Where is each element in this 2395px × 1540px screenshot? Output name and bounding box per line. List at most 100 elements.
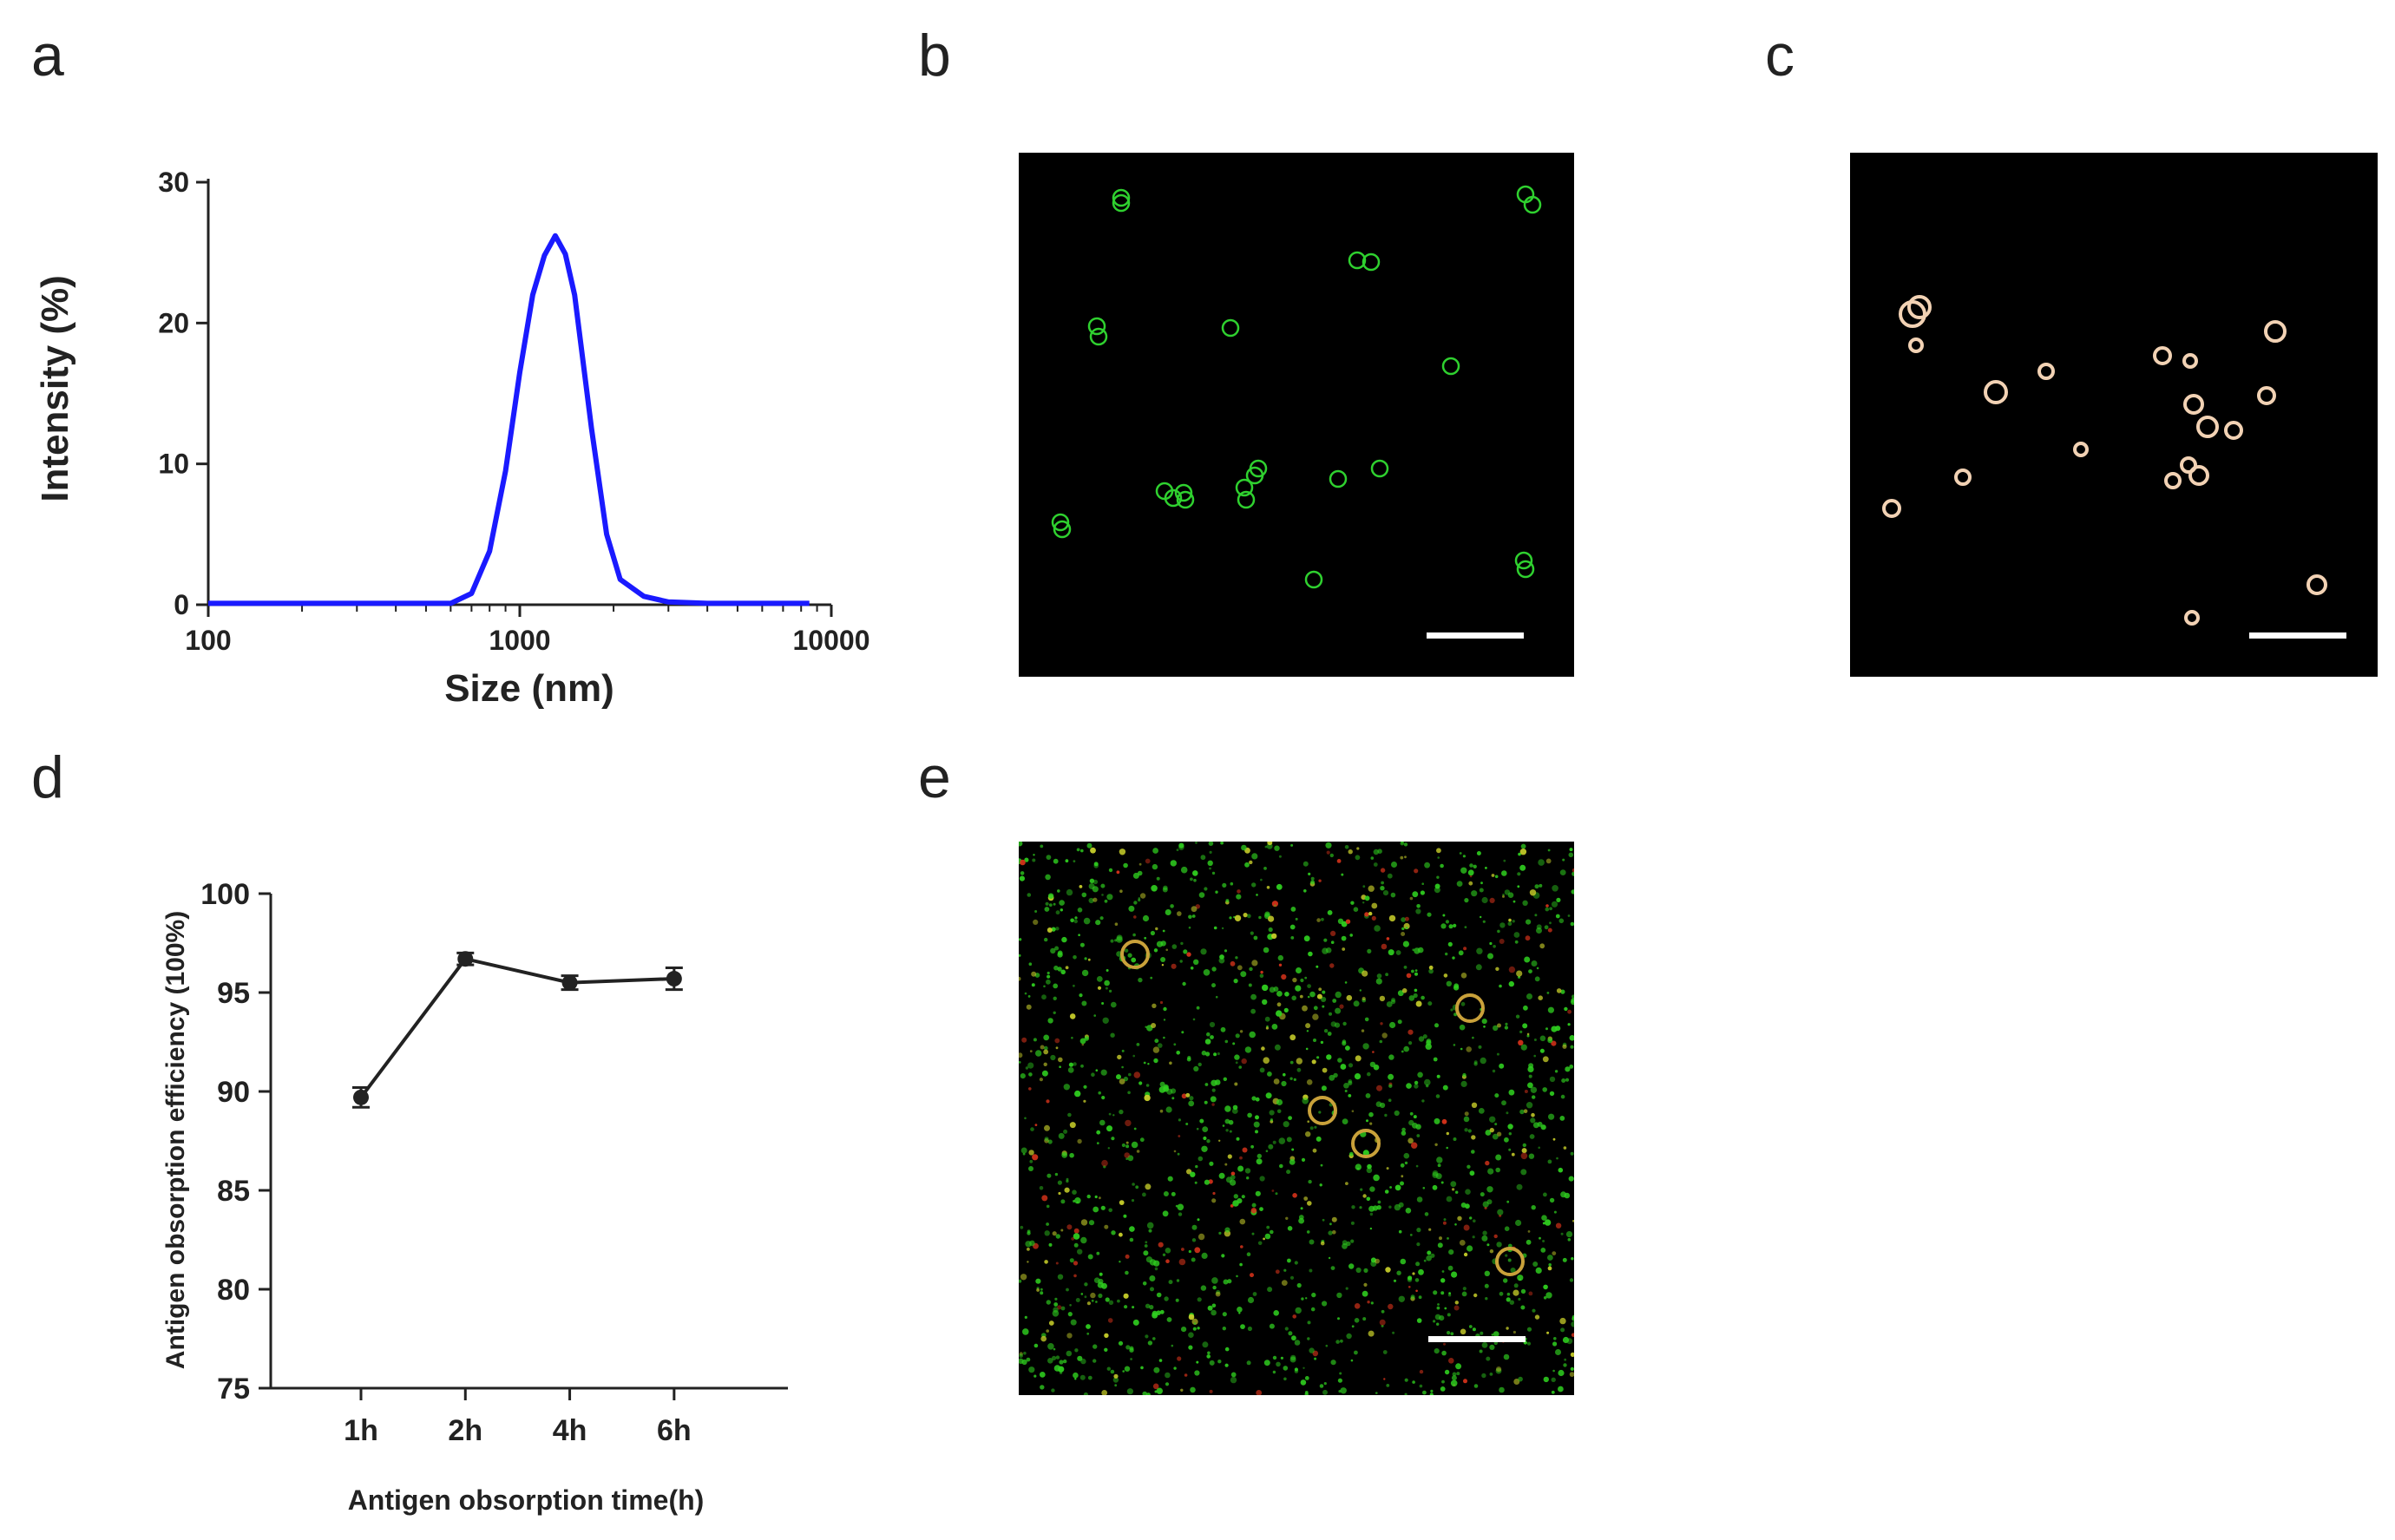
fluorescent-speck [1307,1201,1312,1206]
fluorescent-speck [1176,849,1179,851]
fluorescent-speck [1295,985,1302,992]
fluorescent-speck [1485,867,1487,869]
fluorescent-speck [1181,1248,1184,1251]
fluorescent-speck [1059,1065,1061,1068]
fluorescent-speck [1540,1124,1546,1130]
fluorescent-speck [1329,853,1334,858]
fluorescent-speck [1224,1105,1231,1112]
fluorescent-speck [1511,1152,1515,1157]
fluorescent-speck [1386,1384,1390,1387]
fluorescent-speck [1436,1322,1440,1326]
fluorescent-speck [1377,849,1382,854]
fluorescent-speck [1375,978,1382,985]
fluorescent-speck [1482,1201,1489,1208]
fluorescent-speck [1276,1361,1281,1367]
particle-ring [1908,337,1924,353]
fluorescent-speck [1388,949,1394,956]
fluorescent-speck [1028,1366,1035,1373]
fluorescent-speck [1545,858,1552,864]
particle-ring [1249,459,1268,478]
fluorescent-speck [1100,883,1106,888]
fluorescent-speck [1374,925,1381,932]
fluorescent-speck [1053,902,1056,906]
fluorescent-speck [1549,1091,1555,1097]
fluorescent-speck [1460,1001,1466,1006]
fluorescent-speck [1414,972,1418,976]
fluorescent-speck [1432,1184,1438,1190]
fluorescent-speck [1512,900,1516,903]
fluorescent-speck [1481,896,1488,904]
particle-ring [2073,442,2089,457]
fluorescent-speck [1423,1259,1427,1262]
fluorescent-speck [1281,973,1287,980]
fluorescent-speck [1489,1127,1494,1133]
fluorescent-speck [1033,1038,1037,1042]
fluorescent-speck [1351,1325,1355,1328]
fluorescent-speck [1053,996,1057,1000]
fluorescent-speck [1487,953,1493,960]
fluorescent-speck [1400,855,1404,860]
fluorescent-speck [1201,1252,1208,1259]
fluorescent-speck [1285,1216,1289,1220]
particle-ring [2224,421,2243,440]
fluorescent-speck [1442,1221,1447,1225]
fluorescent-speck [1162,929,1165,933]
fluorescent-speck [1100,1069,1107,1076]
fluorescent-speck [1536,927,1542,934]
fluorescent-speck [1145,1334,1149,1339]
fluorescent-speck [1542,1056,1549,1063]
fluorescent-speck [1507,892,1514,898]
fluorescent-speck [1495,1367,1502,1374]
fluorescent-speck [1224,1347,1230,1352]
fluorescent-speck [1426,1039,1432,1046]
fluorescent-speck [1499,922,1506,928]
fluorescent-speck [1330,1360,1336,1366]
fluorescent-speck [1063,1084,1070,1091]
fluorescent-speck [1020,859,1026,866]
fluorescent-speck [1422,1034,1427,1039]
fluorescent-speck [1560,1232,1564,1235]
fluorescent-speck [1211,1309,1217,1316]
fluorescent-speck [1446,980,1452,986]
fluorescent-speck [1529,889,1537,896]
fluorescent-speck [1276,1109,1282,1114]
fluorescent-speck [1555,914,1560,919]
fluorescent-speck [1569,1035,1574,1041]
fluorescent-speck [1476,851,1481,855]
fluorescent-speck [1150,976,1153,980]
fluorescent-speck [1240,1245,1243,1248]
fluorescent-speck [1124,1152,1130,1158]
fluorescent-speck [1050,947,1056,954]
fluorescent-speck [1313,1039,1316,1042]
fluorescent-speck [1251,1096,1257,1101]
fluorescent-speck [1309,1268,1313,1273]
fluorescent-speck [1289,924,1296,930]
fluorescent-speck [1385,1267,1391,1273]
fluorescent-speck [1486,1243,1490,1247]
fluorescent-speck [1151,885,1158,892]
fluorescent-speck [1539,1035,1546,1042]
fluorescent-speck [1505,1254,1508,1257]
fluorescent-speck [1027,1261,1029,1263]
fluorescent-speck [1412,891,1419,898]
fluorescent-speck [1040,1335,1047,1342]
fluorescent-speck [1355,1055,1362,1062]
fluorescent-speck [1165,948,1168,952]
fluorescent-speck [1416,1134,1421,1137]
fluorescent-speck [1163,1006,1167,1012]
fluorescent-speck [1434,1143,1438,1146]
fluorescent-speck [1381,943,1388,950]
fluorescent-speck [1366,1167,1373,1174]
fluorescent-speck [1224,949,1228,953]
fluorescent-speck [1527,1082,1533,1089]
fluorescent-speck [1119,1078,1125,1085]
fluorescent-speck [1345,1182,1348,1185]
fluorescent-speck [1046,855,1052,860]
fluorescent-speck [1434,1348,1440,1354]
fluorescent-speck [1074,1090,1081,1098]
fluorescent-speck [1464,1128,1468,1132]
fluorescent-speck [1166,1317,1172,1322]
fluorescent-speck [1453,1305,1460,1311]
fluorescent-speck [1420,890,1425,895]
